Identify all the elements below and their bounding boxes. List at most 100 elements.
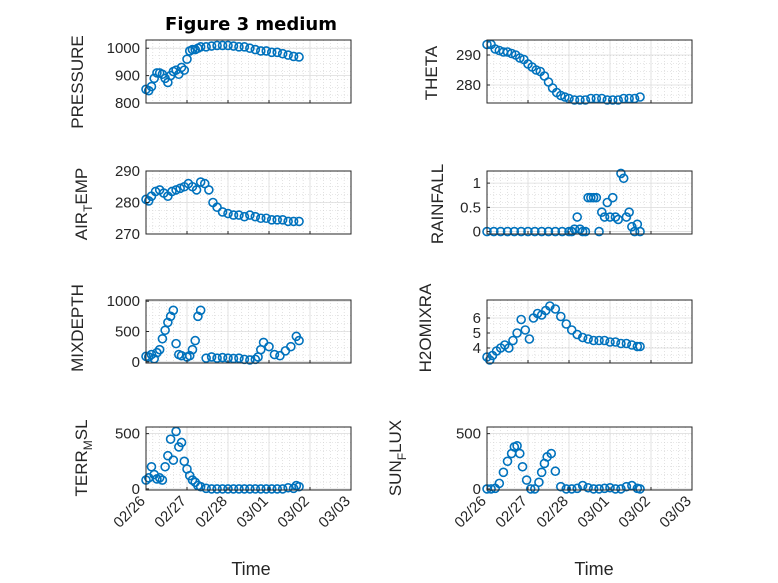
subplot-pressure: PRESSURE [68,35,87,129]
data-point [206,352,217,362]
axes-pressure: 800 900 1000 [107,39,352,112]
data-point [621,212,632,222]
axes-h2omixra: 456 [473,299,693,365]
data-point [217,207,228,217]
data-point [498,467,509,478]
data-point [616,168,626,179]
data-point [624,207,634,217]
data-point [143,352,154,362]
data-point [516,314,526,325]
data-point [583,482,593,493]
data-point [234,42,244,52]
data-point [250,44,261,55]
data-point [228,484,239,494]
data-point [610,484,621,494]
data-point [294,216,304,227]
data-point [168,455,179,465]
x-tick-label: 03/01 [574,493,613,532]
axes-box [145,426,352,491]
data-point [261,213,272,224]
data-point [239,211,250,222]
ylabel-air-temp-main: AIR [72,212,91,240]
axes-box [486,299,693,364]
data-point [566,484,577,494]
data-point [575,95,585,105]
y-tick-label: 4 [473,340,481,357]
data-point [165,434,176,444]
data-point [157,333,168,344]
data-point [255,484,266,494]
data-point [195,481,206,492]
data-point [607,95,618,105]
x-tick-label: 03/03 [315,493,354,532]
data-point [283,50,293,60]
ylabel-terr-msl-sub: M [81,440,95,450]
data-point [250,211,261,222]
data-point [525,484,536,494]
data-point [521,475,532,485]
data-point [512,328,522,338]
data-point [160,461,170,472]
data-point [283,216,293,227]
data-point [212,353,222,363]
y-tick-label: 5 [473,325,481,342]
data-point [288,51,299,62]
data-point [594,226,604,237]
y-tick-label: 500 [115,426,140,443]
data-point [149,73,159,84]
subplot-sun-flux: SUNFLUX [386,420,409,496]
data-point [583,334,593,344]
y-tick-label: 290 [115,163,140,180]
data-point [212,40,222,51]
ylabel-theta: THETA [422,45,441,100]
y-tick-label: 1 [473,175,481,192]
data-point [239,42,250,52]
y-tick-label: 1000 [107,293,140,310]
data-point [195,305,206,316]
axes-mixdepth: 0 500 1000 [107,293,352,371]
data-point [277,484,288,494]
ylabel-air-temp-sub: T [81,204,95,212]
data-point [569,224,580,234]
data-point [201,353,211,363]
data-point [591,192,602,203]
data-point [621,481,632,492]
axes-terr_msl: 0 500 02/26 02/27 02/28 03/01 03/02 03/03 [110,426,354,532]
data-point [594,335,604,346]
data-point [502,456,513,467]
data-point [490,44,501,54]
data-point [517,461,528,472]
x-tick-label: 02/26 [110,493,149,532]
data-point [627,221,637,232]
subplot-mixdepth: MIXDEPTH [68,284,87,372]
data-point [187,344,198,355]
data-point [610,337,621,347]
data-point [635,226,645,237]
y-tick-label: 0.5 [460,199,481,216]
y-tick-label: 500 [456,426,481,443]
data-point [550,304,561,314]
data-point [294,52,304,62]
data-point [223,208,233,219]
subplot-theta: THETA [422,45,441,100]
y-tick-label: 0 [473,224,481,241]
data-point [201,42,211,52]
data-point [223,484,233,494]
data-point [266,47,277,58]
subplot-h2omixra: H2OMIXRA [416,283,435,372]
data-point [272,484,283,494]
subplot-air-temp: AIRTEMP [72,168,95,241]
data-point [176,437,187,448]
axes-rainfall: 00.51 [460,168,693,241]
data-point [245,355,255,365]
data-point [154,473,165,483]
data-point [635,341,645,352]
data-point [182,54,192,64]
data-point [195,42,206,52]
ylabel-terr-msl-tail: SL [72,419,91,440]
axes-box [145,39,352,104]
x-tick-label: 02/28 [192,493,231,532]
data-point [555,481,566,492]
data-point [580,95,591,105]
data-point [580,226,591,237]
